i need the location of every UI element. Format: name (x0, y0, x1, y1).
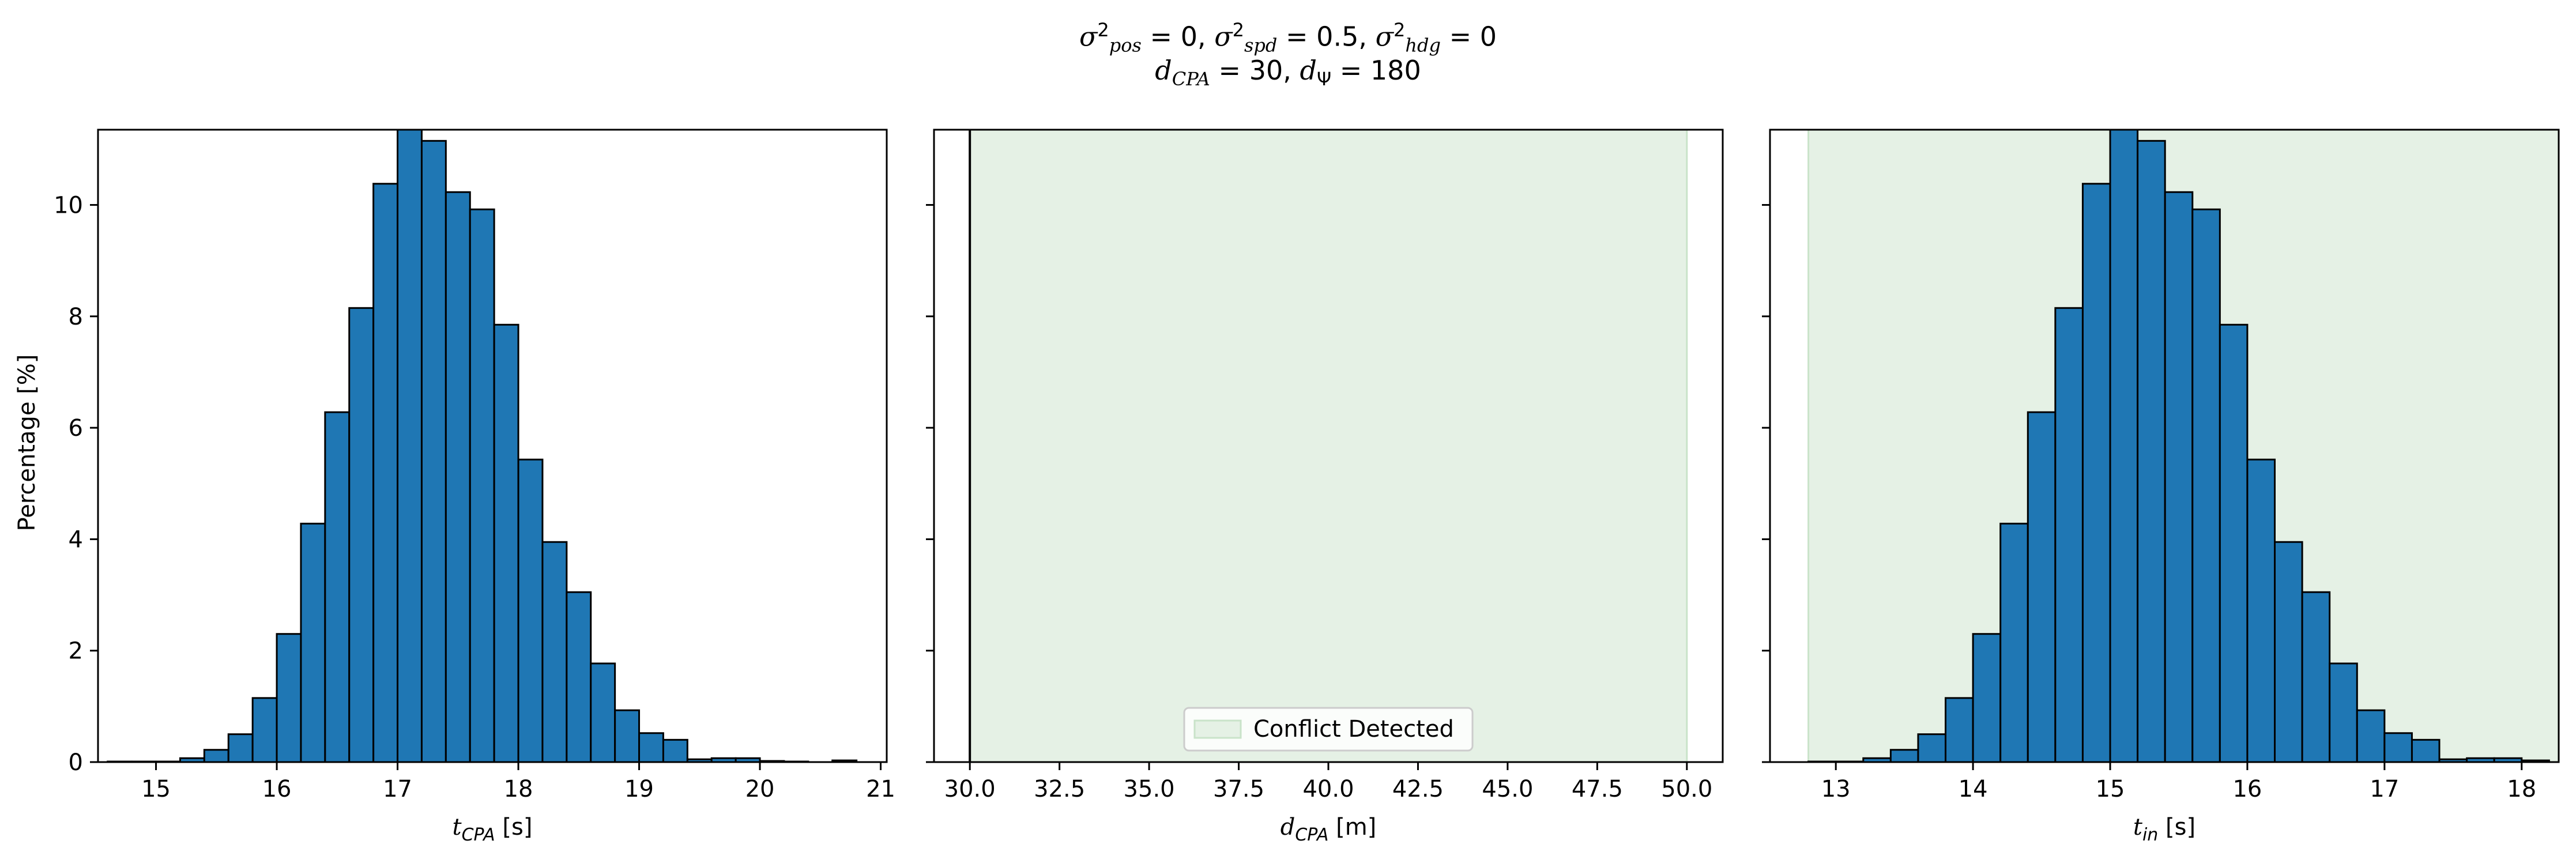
histogram-bar (493, 323, 519, 762)
x-tick-label: 32.5 (1034, 776, 1085, 802)
histogram-bar (2054, 307, 2084, 762)
title-spd-sub: spd (1244, 34, 1278, 56)
x-tick-label: 40.0 (1302, 776, 1354, 802)
histogram-bar (1999, 522, 2029, 762)
histogram-bar (227, 733, 254, 762)
y-tick-label: 2 (69, 638, 83, 665)
y-tick-label: 6 (69, 415, 83, 442)
x-tick-label: 18 (2507, 776, 2536, 802)
histogram-bar (2137, 140, 2166, 762)
x-tick-label: 50.0 (1661, 776, 1712, 802)
y-tick-label: 8 (69, 304, 83, 330)
x-tick-label: 35.0 (1124, 776, 1175, 802)
title-spd-value: = 0.5, (1286, 21, 1367, 52)
histogram-bar (2274, 541, 2303, 762)
x-tick-label: 21 (866, 776, 895, 802)
shared-y-axis-label: Percentage [%] (14, 355, 40, 531)
legend-box (1183, 707, 1474, 752)
histogram-bar (2081, 183, 2111, 762)
histogram-bar (2246, 458, 2276, 762)
histogram-bar (541, 541, 568, 762)
x-tick-label: 18 (504, 776, 533, 802)
histogram-bar (2219, 323, 2249, 762)
legend-swatch (1193, 719, 1242, 739)
histogram-bar (2329, 662, 2358, 762)
histogram-bar (2301, 591, 2331, 762)
title-pos-value: = 0, (1150, 21, 1206, 52)
x-axis-label: tin [s] (2133, 814, 2195, 845)
plot-area-right (1807, 130, 2559, 762)
figure-title-line-2: dCPA = 30, dΨ = 180 (1155, 55, 1421, 91)
x-tick-label: 30.0 (944, 776, 996, 802)
legend-label: Conflict Detected (1253, 716, 1454, 742)
histogram-bar (638, 732, 664, 762)
histogram-bar (566, 591, 592, 762)
histogram-bar (348, 307, 375, 762)
histogram-bar (324, 411, 351, 762)
histogram-bar (2027, 411, 2057, 762)
subplot-right: 13 14 15 16 17 18 tin [s] (1762, 129, 2560, 845)
x-tick-label: 37.5 (1213, 776, 1264, 802)
histogram-bar (1972, 633, 2002, 762)
histogram-bar (1889, 749, 1919, 762)
x-tick-label: 17 (2370, 776, 2399, 802)
x-tick-label: 16 (262, 776, 292, 802)
histogram-bar (251, 697, 278, 762)
title-dcpa-sub: CPA (1172, 68, 1210, 91)
x-axis-label: dCPA [m] (1281, 814, 1377, 845)
axes-frame (97, 129, 888, 763)
x-tick-label: 13 (1821, 776, 1851, 802)
title-hdg-value: = 0 (1449, 21, 1497, 52)
y-tick-label: 10 (54, 192, 83, 218)
histogram-bar (662, 738, 688, 762)
histogram-bar (469, 208, 495, 762)
title-dpsi-value: = 180 (1339, 55, 1421, 86)
y-tick-label: 4 (69, 526, 83, 553)
subplot-middle: 30.0 32.5 35.0 37.5 40.0 42.5 45.0 47.5 50.0 dCPA… (926, 129, 1724, 845)
x-tick-label: 45.0 (1482, 776, 1533, 802)
histogram-bar (590, 662, 616, 762)
x-tick-label: 17 (383, 776, 412, 802)
histogram-bar (2191, 208, 2221, 762)
histogram-bar (397, 130, 423, 762)
conflict-region (969, 130, 1688, 762)
plot-area-middle (969, 130, 1688, 762)
subplot-left: 15 16 17 18 19 20 21 0 2 4 6 8 10 tCPA [s] (54, 129, 895, 845)
title-hdg-sub: hdg (1405, 34, 1441, 56)
title-pos-sub: pos (1109, 34, 1142, 56)
histogram-bar (1945, 697, 1974, 762)
x-tick-label: 16 (2232, 776, 2262, 802)
axes-frame (1769, 129, 2560, 763)
x-axis-label: tCPA [s] (453, 814, 533, 845)
x-tick-label: 15 (141, 776, 171, 802)
histogram-bar (203, 749, 229, 762)
histogram-bar (445, 191, 471, 762)
legend: Conflict Detected (1183, 707, 1474, 752)
histogram-bar (2411, 738, 2441, 762)
histogram-bar (372, 183, 399, 762)
x-tick-label: 47.5 (1572, 776, 1623, 802)
title-dcpa-value: = 30, (1218, 55, 1291, 86)
histogram-bar (420, 140, 447, 762)
plot-area-left (107, 130, 858, 762)
histogram-bar (2109, 130, 2139, 762)
histogram-bar (2383, 732, 2413, 762)
x-tick-label: 15 (2096, 776, 2125, 802)
histogram-bar (517, 458, 544, 762)
y-tick-label: 0 (69, 749, 83, 776)
x-tick-label: 14 (1959, 776, 1988, 802)
x-tick-label: 42.5 (1392, 776, 1444, 802)
x-tick-label: 20 (745, 776, 775, 802)
histogram-bar (300, 522, 326, 762)
histogram-bar (1917, 733, 1947, 762)
x-tick-label: 19 (624, 776, 654, 802)
figure-title-line-1: σ2pos = 0, σ2spd = 0.5, σ2hdg = 0 (1079, 19, 1497, 56)
histogram-bar (276, 633, 302, 762)
histogram-bar (2356, 709, 2386, 762)
histogram-bar (2164, 191, 2194, 762)
histogram-bar (614, 709, 641, 762)
title-dpsi-sub: Ψ (1316, 68, 1332, 91)
